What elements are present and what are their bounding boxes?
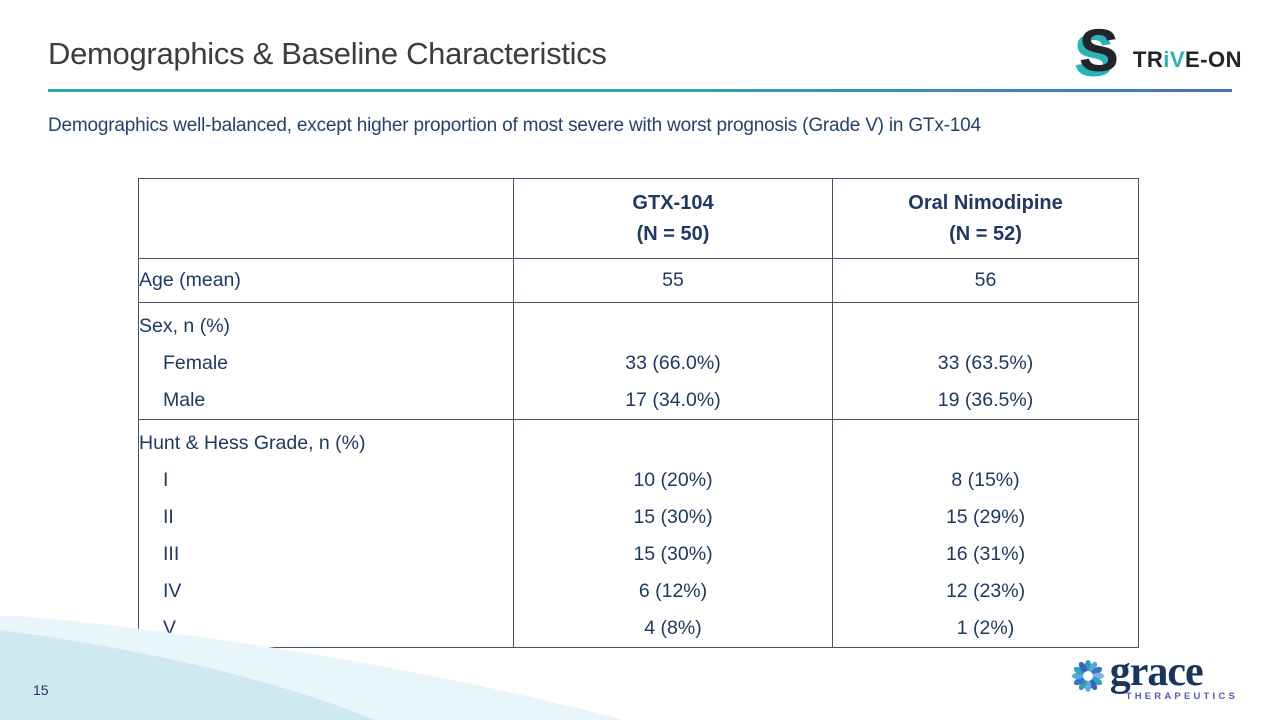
sex-female-gtx: 33 (66.0%) xyxy=(625,352,721,374)
sex-values-gtx: 33 (66.0%) 17 (34.0%) xyxy=(513,302,833,420)
strive-wordmark: TRiVE-ON xyxy=(1133,47,1242,73)
hunt-grade-1-label: I xyxy=(163,469,169,491)
hunt-grade-2-nimo: 15 (29%) xyxy=(945,506,1026,528)
grace-tagline: THERAPEUTICS xyxy=(1125,691,1238,702)
cell-line xyxy=(833,308,1138,345)
strive-seg-3: E-ON xyxy=(1185,47,1242,72)
header-nimo-n: (N = 52) xyxy=(949,223,1022,245)
sex-heading: Sex, n (%) xyxy=(139,315,231,337)
grace-therapeutics-logo: grace THERAPEUTICS xyxy=(1070,649,1238,702)
hunt-label-cell: Hunt & Hess Grade, n (%) I II III IV V xyxy=(138,419,514,648)
sex-male-gtx: 17 (34.0%) xyxy=(625,389,721,411)
hunt-values-gtx: 10 (20%) 15 (30%) 15 (30%) 6 (12%) 4 (8%… xyxy=(513,419,833,648)
sex-male-nimo: 19 (36.5%) xyxy=(937,389,1034,411)
cell-line xyxy=(514,425,832,462)
hunt-grade-5-gtx: 4 (8%) xyxy=(644,617,702,639)
demographics-table: GTX-104 (N = 50) Oral Nimodipine (N = 52… xyxy=(138,178,1139,648)
hunt-grade-5-nimo: 1 (2%) xyxy=(956,617,1015,639)
flower-burst-icon xyxy=(1071,659,1104,692)
grace-name: grace xyxy=(1109,649,1204,695)
table-header-row: GTX-104 (N = 50) Oral Nimodipine (N = 52… xyxy=(138,178,1139,259)
hunt-grade-3-label: III xyxy=(163,543,180,565)
sex-label-cell: Sex, n (%) Female Male xyxy=(138,302,514,420)
sex-female-nimo: 33 (63.5%) xyxy=(937,352,1034,374)
header-gtx-n: (N = 50) xyxy=(636,223,710,245)
age-value-gtx: 55 xyxy=(513,258,833,303)
header-cell-empty xyxy=(138,178,514,259)
page-title: Demographics & Baseline Characteristics xyxy=(48,36,607,71)
cell-line xyxy=(833,425,1138,462)
sex-male-label: Male xyxy=(163,389,206,411)
sex-values-nimo: 33 (63.5%) 19 (36.5%) xyxy=(832,302,1139,420)
cell-line xyxy=(514,308,832,345)
table-row-age: Age (mean) 55 56 xyxy=(138,258,1139,303)
strive-seg-2: iV xyxy=(1163,47,1185,72)
hunt-grade-3-gtx: 15 (30%) xyxy=(633,543,713,565)
hunt-values-nimo: 8 (15%) 15 (29%) 16 (31%) 12 (23%) 1 (2%… xyxy=(832,419,1139,648)
strive-s-teal: S xyxy=(1073,22,1114,89)
row-label-age: Age (mean) xyxy=(138,258,514,303)
sex-female-label: Female xyxy=(163,352,229,374)
header-cell-gtx104: GTX-104 (N = 50) xyxy=(513,178,833,259)
strive-s-dark: S xyxy=(1078,17,1119,84)
hunt-grade-1-nimo: 8 (15%) xyxy=(951,469,1020,491)
page-number: 15 xyxy=(33,682,49,698)
age-value-nimo: 56 xyxy=(832,258,1139,303)
hunt-grade-2-label: II xyxy=(163,506,174,528)
hunt-grade-1-gtx: 10 (20%) xyxy=(633,469,713,491)
header-gtx-name: GTX-104 xyxy=(632,192,714,214)
header-cell-nimodipine: Oral Nimodipine (N = 52) xyxy=(832,178,1139,259)
hunt-grade-5-label: V xyxy=(163,617,177,639)
header-nimo-name: Oral Nimodipine xyxy=(908,192,1063,214)
hunt-grade-4-gtx: 6 (12%) xyxy=(638,580,708,602)
hunt-grade-2-gtx: 15 (30%) xyxy=(633,506,713,528)
hunt-heading: Hunt & Hess Grade, n (%) xyxy=(139,432,366,454)
strive-seg-1: TR xyxy=(1132,47,1164,72)
slide-subtitle: Demographics well-balanced, except highe… xyxy=(48,115,981,136)
table-row-hunt-hess: Hunt & Hess Grade, n (%) I II III IV V 1… xyxy=(138,419,1139,648)
table-row-sex: Sex, n (%) Female Male 33 (66.0%) 17 (34… xyxy=(138,302,1139,420)
hunt-grade-4-nimo: 12 (23%) xyxy=(945,580,1026,602)
strive-on-logo: S S TRiVE-ON xyxy=(1074,17,1242,86)
strive-s-mark-icon: S S xyxy=(1074,17,1131,86)
title-underline-rule xyxy=(48,89,1232,92)
grace-wordmark-block: grace THERAPEUTICS xyxy=(1109,649,1238,702)
hunt-grade-4-label: IV xyxy=(163,580,182,602)
hunt-grade-3-nimo: 16 (31%) xyxy=(945,543,1026,565)
